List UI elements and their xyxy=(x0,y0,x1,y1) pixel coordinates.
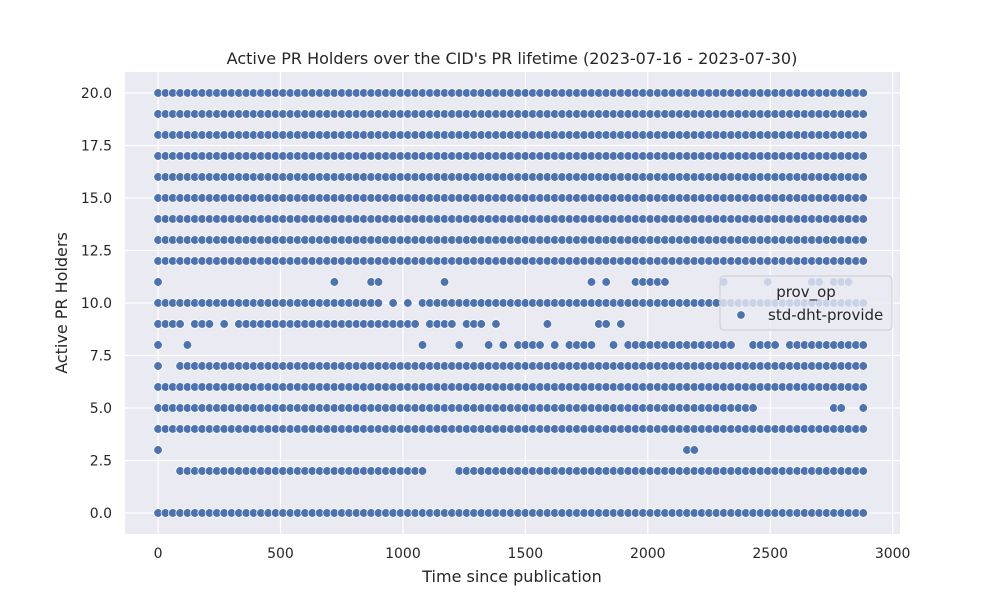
data-point xyxy=(388,298,398,308)
data-point xyxy=(410,319,420,329)
data-point xyxy=(447,319,457,329)
data-point xyxy=(858,403,868,413)
data-point xyxy=(542,319,553,329)
legend-box xyxy=(719,275,893,331)
data-point xyxy=(858,382,868,392)
x-tick-label: 1500 xyxy=(508,546,544,562)
x-tick-label: 1000 xyxy=(385,546,421,562)
y-tick-labels: 0.0 2.5 5.0 7.5 10.0 12.5 15.0 17.5 20.0 xyxy=(81,86,112,522)
data-point xyxy=(660,277,670,287)
data-point xyxy=(858,466,868,476)
data-point xyxy=(175,319,185,329)
data-point xyxy=(204,319,215,329)
x-tick-label: 3000 xyxy=(875,546,911,562)
data-point xyxy=(770,340,780,350)
data-point xyxy=(153,277,163,287)
data-point xyxy=(726,340,736,350)
data-point xyxy=(858,340,868,350)
data-point xyxy=(491,319,501,329)
data-point xyxy=(858,214,868,224)
data-point xyxy=(417,340,428,350)
data-point xyxy=(689,445,699,455)
y-tick-label: 10.0 xyxy=(81,296,112,312)
data-point xyxy=(498,340,508,350)
data-point xyxy=(858,508,868,518)
y-tick-label: 2.5 xyxy=(90,454,112,470)
x-tick-label: 0 xyxy=(154,546,163,562)
data-point xyxy=(439,277,450,287)
y-tick-label: 5.0 xyxy=(90,401,112,417)
y-tick-label: 17.5 xyxy=(81,139,112,155)
y-tick-label: 0.0 xyxy=(90,506,112,522)
data-point xyxy=(858,193,868,203)
x-tick-label: 2000 xyxy=(630,546,666,562)
data-point xyxy=(535,340,545,350)
x-axis-label: Time since publication xyxy=(421,567,601,586)
y-tick-label: 15.0 xyxy=(81,191,112,207)
data-point xyxy=(858,256,868,266)
data-point xyxy=(601,319,611,329)
legend-title: prov_op xyxy=(776,283,836,302)
data-point xyxy=(476,319,486,329)
data-point xyxy=(858,151,868,161)
x-tick-label: 500 xyxy=(267,546,294,562)
data-point xyxy=(858,361,868,371)
y-tick-label: 12.5 xyxy=(81,244,112,260)
legend-entry-label: std-dht-provide xyxy=(768,306,883,324)
y-tick-label: 20.0 xyxy=(81,86,112,102)
data-point xyxy=(858,424,868,434)
data-point xyxy=(454,340,464,350)
data-point xyxy=(153,361,163,371)
data-point xyxy=(858,88,868,98)
data-point xyxy=(329,277,340,287)
data-point xyxy=(550,340,560,350)
data-point xyxy=(858,130,868,140)
data-point xyxy=(601,277,611,287)
data-point xyxy=(403,298,413,308)
data-point xyxy=(608,340,619,350)
data-point xyxy=(483,340,494,350)
data-point xyxy=(586,340,597,350)
data-point xyxy=(153,445,163,455)
data-point xyxy=(616,319,626,329)
points-layer xyxy=(153,88,868,518)
data-point xyxy=(219,319,229,329)
x-tick-labels: 0 500 1000 1500 2000 2500 3000 xyxy=(154,546,911,562)
data-point xyxy=(373,298,384,308)
data-point xyxy=(153,340,163,350)
data-point xyxy=(836,403,846,413)
data-point xyxy=(373,277,384,287)
chart-title: Active PR Holders over the CID's PR life… xyxy=(227,49,798,68)
x-tick-label: 2500 xyxy=(752,546,788,562)
legend-marker xyxy=(736,310,746,320)
data-point xyxy=(858,172,868,182)
data-point xyxy=(417,466,428,476)
y-axis-label: Active PR Holders xyxy=(52,232,71,374)
data-point xyxy=(748,403,758,413)
data-point xyxy=(182,340,193,350)
data-point xyxy=(858,109,868,119)
data-point xyxy=(858,235,868,245)
data-point xyxy=(586,277,597,287)
y-tick-label: 7.5 xyxy=(90,349,112,365)
legend[interactable]: prov_op std-dht-provide xyxy=(719,275,893,331)
